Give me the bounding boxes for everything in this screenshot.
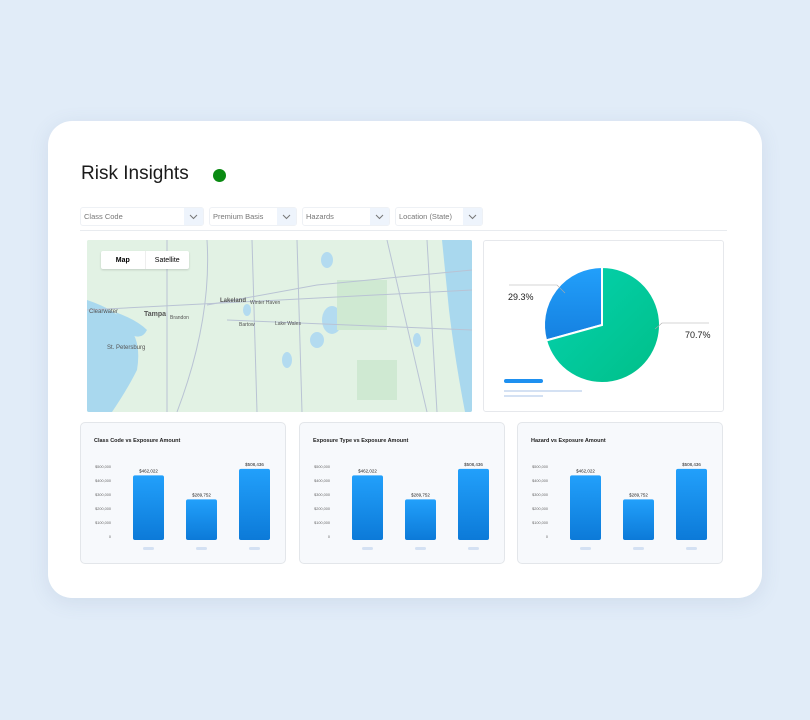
filter-class-code[interactable]: Class Code: [80, 207, 204, 226]
chevron-down-icon: [370, 208, 389, 225]
map-label: St. Petersburg: [107, 345, 145, 351]
legend-placeholder: [504, 395, 543, 397]
chevron-down-icon: [463, 208, 482, 225]
y-tick-label: $500,000: [95, 465, 111, 469]
x-tick-placeholder: [686, 547, 697, 550]
bar-data-label: $289,752: [192, 492, 211, 497]
bar[interactable]: [623, 499, 654, 540]
chart-title: Hazard vs Exposure Amount: [531, 438, 606, 444]
y-tick-label: 0: [109, 535, 111, 539]
pie-slice[interactable]: [544, 265, 661, 384]
filter-label: Hazards: [306, 212, 334, 221]
chart-exposure-type-exposure: Exposure Type vs Exposure Amount 0 $100,00…: [299, 422, 505, 564]
y-tick-label: $300,000: [532, 493, 548, 497]
map-label: Lakeland: [220, 298, 246, 304]
bar[interactable]: [352, 475, 383, 540]
bar-data-label: $289,752: [411, 492, 430, 497]
bar-data-label: $462,022: [139, 468, 158, 473]
bar[interactable]: [458, 468, 489, 540]
map-type-toggle[interactable]: Map Satellite: [101, 251, 189, 269]
map-label: Winter Haven: [250, 300, 281, 306]
map-view[interactable]: Tampa Lakeland Clearwater St. Petersburg…: [87, 240, 472, 412]
y-tick-label: $400,000: [532, 479, 548, 483]
y-tick-label: $500,000: [532, 465, 548, 469]
status-indicator: [213, 169, 226, 182]
bar[interactable]: [570, 475, 601, 540]
divider: [80, 230, 727, 231]
y-tick-label: $200,000: [532, 507, 548, 511]
leader-line: [654, 322, 709, 330]
x-tick-placeholder: [143, 547, 154, 550]
x-tick-placeholder: [196, 547, 207, 550]
chart-class-code-exposure: Class Code vs Exposure Amount 0 $100,000 $2…: [80, 422, 286, 564]
pie-slice[interactable]: [543, 265, 603, 342]
y-tick-label: $300,000: [314, 493, 330, 497]
pie-label: 70.7%: [685, 330, 711, 340]
map-type-map-button[interactable]: Map: [115, 256, 130, 264]
x-tick-placeholder: [362, 547, 373, 550]
bar-chart: 0 $100,000 $200,000 $300,000 $400,000 $500,00…: [314, 462, 489, 550]
y-tick-label: 0: [546, 535, 548, 539]
filter-label: Premium Basis: [213, 212, 264, 221]
y-tick-label: $400,000: [95, 479, 111, 483]
filter-premium-basis[interactable]: Premium Basis: [209, 207, 297, 226]
bar[interactable]: [239, 468, 270, 540]
bar[interactable]: [186, 499, 217, 540]
pie-label: 29.3%: [508, 292, 534, 302]
bar-data-label: $508,436: [682, 462, 701, 467]
y-tick-label: $400,000: [314, 479, 330, 483]
y-tick-label: $100,000: [314, 521, 330, 525]
filter-hazards[interactable]: Hazards: [302, 207, 390, 226]
chart-title: Class Code vs Exposure Amount: [94, 438, 181, 444]
x-tick-placeholder: [249, 547, 260, 550]
legend-placeholder: [504, 379, 543, 383]
bar-data-label: $289,752: [629, 492, 648, 497]
x-tick-placeholder: [415, 547, 426, 550]
y-tick-label: $300,000: [95, 493, 111, 497]
chevron-down-icon: [277, 208, 296, 225]
chart-hazard-exposure: Hazard vs Exposure Amount 0 $100,000 $200,0…: [517, 422, 723, 564]
bar-data-label: $508,436: [245, 462, 264, 467]
bar[interactable]: [133, 475, 164, 540]
y-tick-label: $200,000: [314, 507, 330, 511]
filter-label: Location (State): [399, 212, 452, 221]
map-label: Bartow: [239, 322, 255, 328]
chart-title: Exposure Type vs Exposure Amount: [313, 438, 409, 444]
x-tick-placeholder: [580, 547, 591, 550]
y-tick-label: $100,000: [95, 521, 111, 525]
y-tick-label: $200,000: [95, 507, 111, 511]
legend-placeholder: [504, 390, 582, 392]
filter-location-state[interactable]: Location (State): [395, 207, 483, 226]
pie-chart-panel: 29.3% 70.7%: [483, 240, 724, 412]
chevron-down-icon: [184, 208, 203, 225]
leader-line: [509, 284, 566, 294]
map-label: Tampa: [144, 311, 166, 318]
bar[interactable]: [405, 499, 436, 540]
bar[interactable]: [676, 468, 707, 540]
x-tick-placeholder: [468, 547, 479, 550]
y-tick-label: $100,000: [532, 521, 548, 525]
bar-data-label: $462,022: [358, 468, 377, 473]
map-label: Lake Wales: [275, 321, 301, 327]
bar-data-label: $508,436: [464, 462, 483, 467]
bar-data-label: $462,022: [576, 468, 595, 473]
bar-chart: 0 $100,000 $200,000 $300,000 $400,000 $500,00…: [95, 462, 270, 550]
map-label: Clearwater: [89, 309, 118, 315]
map-type-satellite-button[interactable]: Satellite: [144, 251, 190, 269]
filter-label: Class Code: [84, 212, 123, 221]
map-label: Brandon: [170, 315, 189, 321]
bar-chart: 0 $100,000 $200,000 $300,000 $400,000 $500,00…: [532, 462, 707, 550]
y-tick-label: 0: [328, 535, 330, 539]
y-tick-label: $500,000: [314, 465, 330, 469]
pie-chart: 29.3% 70.7%: [504, 265, 711, 397]
x-tick-placeholder: [633, 547, 644, 550]
page-title: Risk Insights: [81, 163, 189, 184]
